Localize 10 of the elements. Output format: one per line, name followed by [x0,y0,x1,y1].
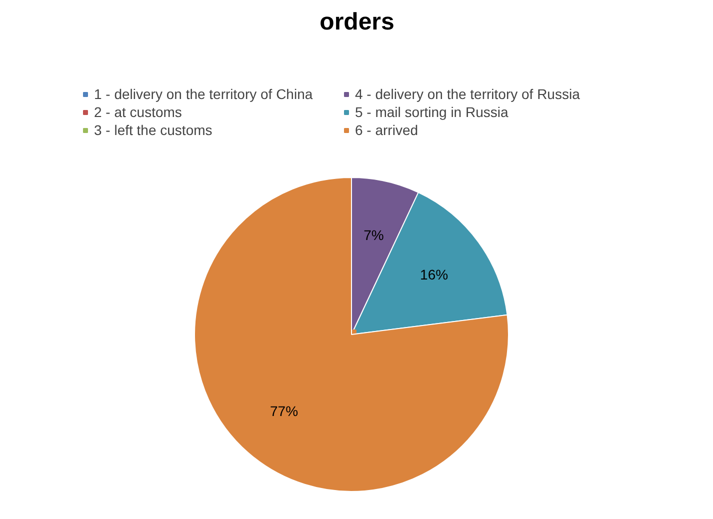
legend-label: 2 - at customs [94,104,183,120]
data-label: 77% [270,403,298,420]
legend-label: 1 - delivery on the territory of China [94,86,314,102]
legend-label: 6 - arrived [355,122,420,138]
legend-label: 5 - mail sorting in Russia [355,104,510,120]
legend-label: 4 - delivery on the territory of Russia [355,86,581,102]
chart-title: orders [320,8,394,36]
legend-label: 3 - left the customs [94,122,214,138]
data-label: 7% [364,226,384,243]
data-label: 16% [420,266,448,283]
